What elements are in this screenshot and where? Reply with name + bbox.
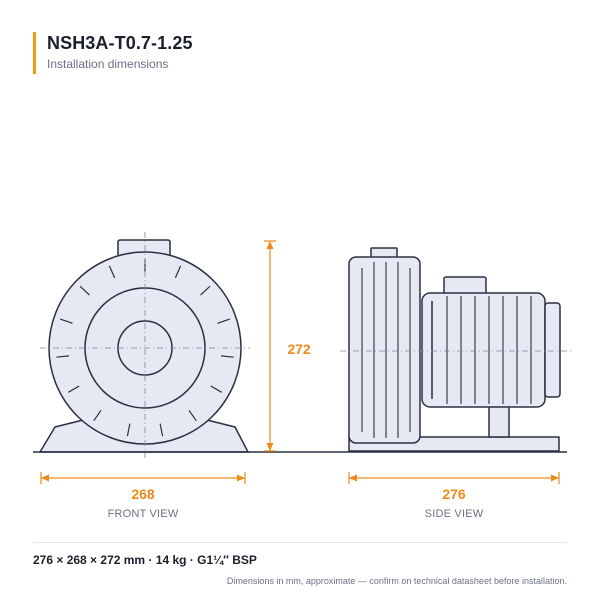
spec-separator: ·	[145, 553, 156, 567]
spec-connection: G1¼″ BSP	[197, 553, 257, 567]
spec-dimensions: 276 × 268 × 272 mm	[33, 553, 146, 567]
side-view-label: SIDE VIEW	[424, 508, 484, 520]
title-accent-bar	[33, 32, 36, 74]
side-view-drawing	[348, 247, 561, 452]
side-view-fan-cowl	[544, 302, 561, 398]
front-width-dimension: 268	[131, 486, 155, 502]
spec-separator: ·	[186, 553, 198, 567]
front-view-label: FRONT VIEW	[107, 508, 179, 520]
spec-weight: 14 kg	[155, 553, 187, 567]
front-view-drawing	[39, 239, 249, 453]
side-view-motor-body	[421, 292, 546, 408]
page-title: NSH3A-T0.7-1.25	[47, 33, 193, 53]
front-view-centerlines	[40, 232, 250, 458]
page-subtitle: Installation dimensions	[47, 57, 169, 71]
spec-summary: 276 × 268 × 272 mm · 14 kg · G1¼″ BSP	[33, 553, 257, 567]
side-view-pump-casing	[348, 256, 421, 444]
side-view-casing-ribs	[361, 262, 411, 438]
dimension-lines	[40, 240, 560, 484]
footer-divider	[33, 542, 567, 543]
side-view-motor-fins	[446, 296, 532, 404]
side-length-dimension: 276	[442, 486, 466, 502]
front-height-dimension: 272	[287, 341, 311, 357]
side-view-support-leg	[488, 405, 510, 438]
footnote: Dimensions in mm, approximate — confirm …	[226, 576, 567, 586]
front-view-fins	[56, 259, 234, 437]
